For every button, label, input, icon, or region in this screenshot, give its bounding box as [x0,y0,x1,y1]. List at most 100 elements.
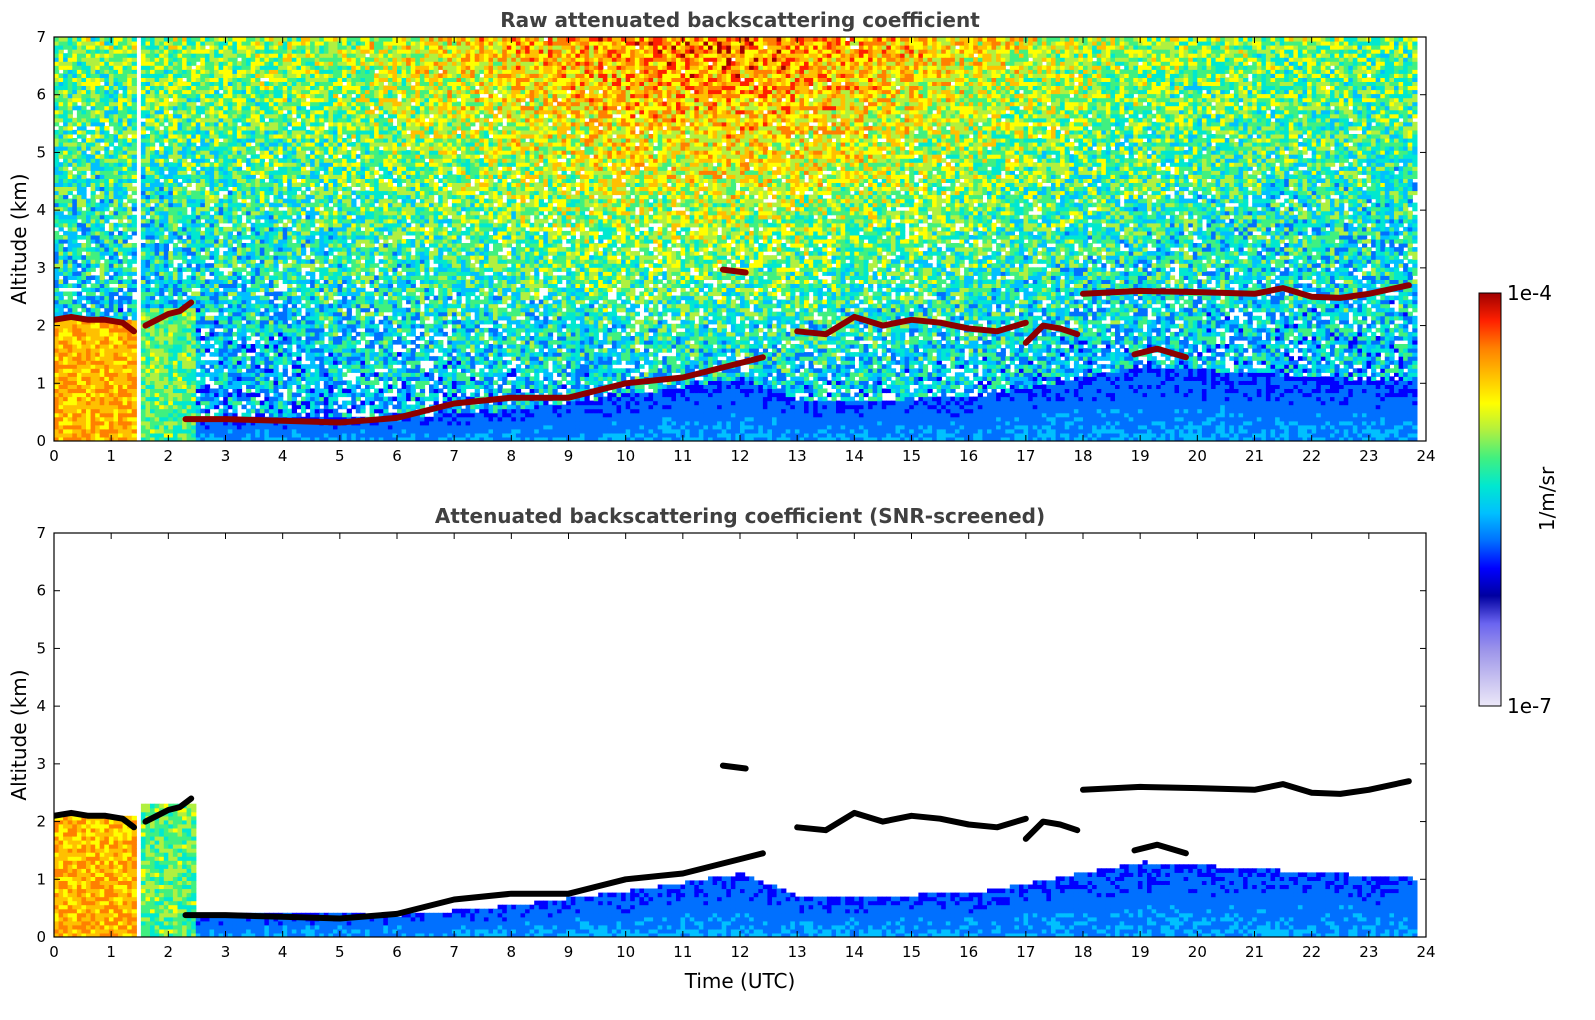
heatmap-cell [104,393,109,398]
heatmap-cell [123,356,128,361]
heatmap-cell [114,243,119,248]
heatmap-cell [86,158,91,163]
heatmap-cell [63,170,68,175]
heatmap-cell [109,114,114,119]
heatmap-cell [100,223,105,228]
heatmap-cell [59,219,64,224]
heatmap-cell [100,397,105,402]
heatmap-cell [59,126,64,131]
heatmap-cell [54,283,59,288]
heatmap-cell [114,73,119,78]
heatmap-cell [100,227,105,232]
heatmap-cell [86,182,91,187]
heatmap-cell [54,336,59,341]
heatmap-cell [77,255,82,260]
heatmap-cell [59,389,64,394]
heatmap-cell [54,364,59,369]
heatmap-cell [59,187,64,192]
heatmap-cell [114,49,119,54]
heatmap-cell [72,130,77,135]
heatmap-cell [77,397,82,402]
heatmap-cell [95,106,100,111]
heatmap-cell [91,146,96,151]
heatmap-cell [77,429,82,434]
heatmap-cell [68,409,73,414]
heatmap-cell [68,368,73,373]
heatmap-cell [68,235,73,240]
heatmap-cell [86,86,91,91]
heatmap-cell [72,397,77,402]
heatmap-cell [95,45,100,50]
heatmap-cell [118,65,123,70]
heatmap-cell [109,417,114,422]
heatmap-cell [59,397,64,402]
heatmap-cell [91,45,96,50]
heatmap-cell [54,344,59,349]
heatmap-cell [72,146,77,151]
heatmap-cell [91,69,96,74]
heatmap-cell [95,429,100,434]
heatmap-cell [77,401,82,406]
heatmap-cell [95,98,100,103]
heatmap-cell [123,162,128,167]
heatmap-cell [68,227,73,232]
heatmap-cell [81,384,86,389]
heatmap-cell [123,259,128,264]
heatmap-cell [95,90,100,95]
heatmap-cell [59,215,64,220]
heatmap-cell [54,429,59,434]
heatmap-cell [118,182,123,187]
heatmap-cell [91,65,96,70]
heatmap-cell [81,267,86,272]
heatmap-cell [118,288,123,293]
heatmap-cell [123,203,128,208]
heatmap-cell [86,219,91,224]
heatmap-cell [109,45,114,50]
heatmap-cell [123,316,128,321]
heatmap-cell [81,53,86,58]
heatmap-cell [72,405,77,410]
heatmap-cell [95,308,100,313]
heatmap-cell [81,425,86,430]
heatmap-cell [72,215,77,220]
heatmap-cell [104,110,109,115]
heatmap-cell [63,150,68,155]
heatmap-cell [91,304,96,309]
heatmap-cell [95,170,100,175]
heatmap-cell [59,174,64,179]
heatmap-cell [104,81,109,86]
heatmap-cell [104,158,109,163]
heatmap-cell [123,86,128,91]
heatmap-cell [54,251,59,256]
heatmap-cell [100,288,105,293]
heatmap-cell [86,130,91,135]
heatmap-cell [63,401,68,406]
heatmap-cell [91,372,96,377]
heatmap-cell [109,352,114,357]
heatmap-cell [68,219,73,224]
heatmap-cell [68,102,73,107]
heatmap-cell [81,90,86,95]
heatmap-cell [100,126,105,131]
heatmap-cell [91,191,96,196]
heatmap-cell [63,405,68,410]
heatmap-cell [114,389,119,394]
heatmap-cell [77,106,82,111]
heatmap-cell [63,421,68,426]
heatmap-cell [95,69,100,74]
heatmap-cell [109,98,114,103]
heatmap-cell [63,292,68,297]
heatmap-cell [109,300,114,305]
heatmap-cell [77,170,82,175]
heatmap-cell [123,433,128,438]
heatmap-cell [68,433,73,438]
heatmap-cell [54,243,59,248]
heatmap-cell [59,203,64,208]
heatmap-cell [109,368,114,373]
heatmap-cell [118,211,123,216]
heatmap-cell [63,247,68,252]
heatmap-cell [95,134,100,139]
heatmap-cell [86,429,91,434]
heatmap-cell [100,174,105,179]
heatmap-cell [118,114,123,119]
